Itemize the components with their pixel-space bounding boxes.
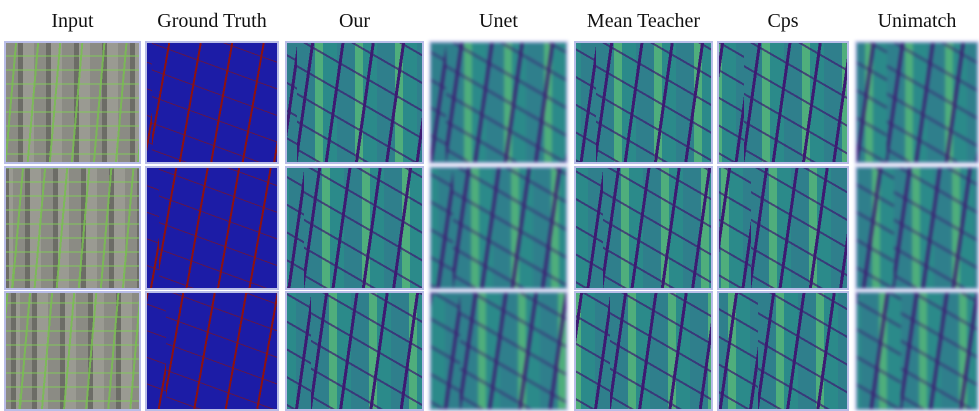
image-tile — [717, 166, 849, 290]
image-tile — [855, 41, 979, 164]
image-tile — [4, 166, 141, 290]
image-tile — [285, 166, 424, 290]
image-tile — [855, 166, 979, 290]
image-tile — [145, 166, 279, 290]
image-tile — [717, 41, 849, 164]
image-tile — [4, 291, 141, 411]
figure: InputGround TruthOurUnetMean TeacherCpsU… — [0, 0, 979, 411]
column-header: Our — [285, 6, 424, 36]
image-tile — [145, 291, 279, 411]
image-tile — [429, 166, 568, 290]
image-tile — [574, 41, 713, 164]
image-tile — [429, 291, 568, 411]
column-header: Unet — [429, 6, 568, 36]
image-tile — [145, 41, 279, 164]
image-tile — [855, 291, 979, 411]
column-header: Unimatch — [855, 6, 979, 36]
column-header: Ground Truth — [145, 6, 279, 36]
image-tile — [285, 41, 424, 164]
column-header: Mean Teacher — [574, 6, 713, 36]
image-tile — [285, 291, 424, 411]
image-tile — [717, 291, 849, 411]
image-tile — [574, 166, 713, 290]
image-tile — [4, 41, 141, 164]
column-header: Input — [4, 6, 141, 36]
image-tile — [429, 41, 568, 164]
image-tile — [574, 291, 713, 411]
column-header: Cps — [717, 6, 849, 36]
